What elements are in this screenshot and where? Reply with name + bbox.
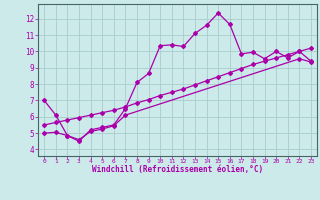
X-axis label: Windchill (Refroidissement éolien,°C): Windchill (Refroidissement éolien,°C): [92, 165, 263, 174]
